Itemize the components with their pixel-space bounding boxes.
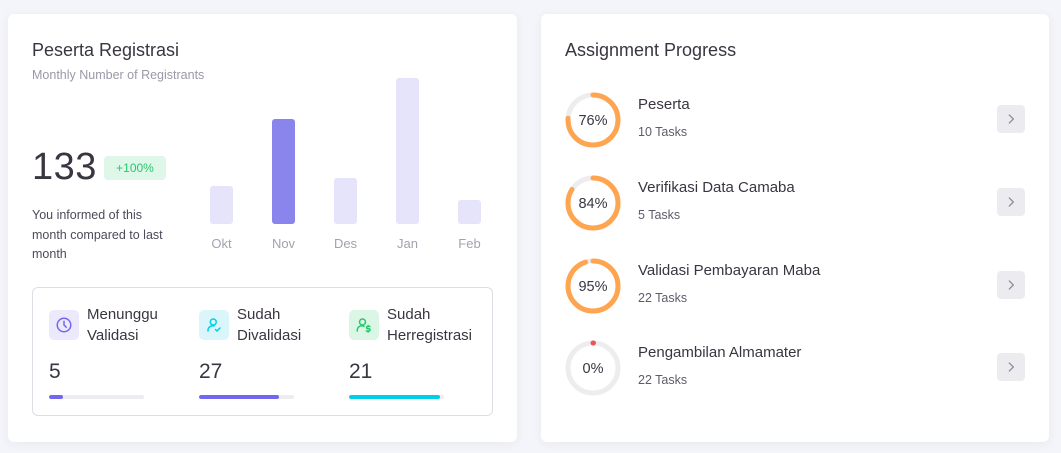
assignment-tasks: 22 Tasks [638,291,688,305]
progress-ring: 0% [565,340,621,396]
progress-percent: 0% [583,361,604,377]
chevron-right-icon [1008,362,1014,372]
progress-percent: 84% [578,196,607,212]
stat-menunggu-validasi: Menunggu Validasi 5 [33,288,183,415]
assignment-tasks: 10 Tasks [638,125,688,139]
monthly-bar-chart: Okt Nov Des Jan Feb [210,78,481,251]
assignment-item: 84% Verifikasi Data Camaba 5 Tasks [565,175,1025,235]
open-assignment-button[interactable] [997,353,1025,381]
bar-label-feb: Feb [458,236,480,251]
open-assignment-button[interactable] [997,105,1025,133]
card-title: Assignment Progress [565,40,737,60]
user-check-icon [199,310,229,340]
user-dollar-icon [349,310,379,340]
card-title: Peserta Registrasi [32,40,180,60]
peserta-registrasi-card: Peserta Registrasi Monthly Number of Reg… [8,14,517,442]
stat-value: 5 [49,360,61,383]
card-subtitle: Monthly Number of Registrants [32,68,205,82]
stat-progress-fill [49,395,64,399]
bar-label-des: Des [334,236,358,251]
bar-label-nov: Nov [272,236,296,251]
progress-ring: 76% [565,92,621,148]
bar-jan [396,78,419,224]
stat-progress-fill [349,395,441,399]
assignment-item: 0% Pengambilan Almamater 22 Tasks [565,340,1025,400]
stat-label: Sudah Divalidasi [237,306,302,344]
assignment-title: Pengambilan Almamater [638,344,802,361]
stat-sudah-divalidasi: Sudah Divalidasi 27 [183,288,333,415]
stat-sudah-herregistrasi: Sudah Herregistrasi 21 [333,288,483,415]
assignment-tasks: 5 Tasks [638,208,681,222]
open-assignment-button[interactable] [997,188,1025,216]
assignment-item: 95% Validasi Pembayaran Maba 22 Tasks [565,258,1025,318]
bar-nov [272,119,295,224]
stat-progress-track [349,395,444,399]
stat-progress-track [49,395,144,399]
chevron-right-icon [1008,197,1014,207]
progress-percent: 76% [578,113,607,129]
compare-text: You informed of this month compared to l… [32,208,163,261]
stat-value: 21 [349,360,373,383]
stat-label: Sudah Herregistrasi [387,306,473,344]
progress-percent: 95% [578,279,607,295]
stat-progress-fill [199,395,279,399]
bar-label-jan: Jan [397,236,418,251]
progress-ring: 95% [565,258,621,314]
assignment-item: 76% Peserta 10 Tasks [565,92,1025,152]
bar-feb [458,200,481,224]
bar-des [334,178,357,224]
stat-value: 27 [199,360,223,383]
assignment-title: Validasi Pembayaran Maba [638,262,821,279]
stats-box: Menunggu Validasi 5 Sudah Divalidasi 27 [32,287,493,416]
assignment-progress-card: Assignment Progress 76% Peserta 10 Tasks… [541,14,1049,442]
stat-progress-track [199,395,294,399]
progress-ring: 84% [565,175,621,231]
open-assignment-button[interactable] [997,271,1025,299]
clock-icon [49,310,79,340]
assignment-title: Verifikasi Data Camaba [638,179,795,196]
change-badge: +100% [104,156,166,180]
chevron-right-icon [1008,114,1014,124]
stat-label: Menunggu Validasi [87,306,158,344]
assignment-title: Peserta [638,96,690,113]
bar-label-okt: Okt [211,236,232,251]
assignment-tasks: 22 Tasks [638,373,688,387]
bar-okt [210,186,233,224]
chevron-right-icon [1008,280,1014,290]
registrants-total: 133 [32,146,97,188]
